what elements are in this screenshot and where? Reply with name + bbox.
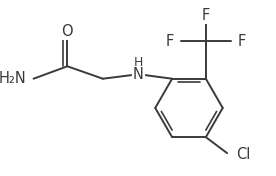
Text: H₂N: H₂N xyxy=(0,71,26,86)
Text: Cl: Cl xyxy=(236,147,250,162)
Text: N: N xyxy=(133,67,144,82)
Text: F: F xyxy=(238,34,246,49)
Text: O: O xyxy=(62,24,73,39)
Text: F: F xyxy=(166,34,174,49)
Text: H: H xyxy=(134,56,143,69)
Text: F: F xyxy=(202,8,210,23)
